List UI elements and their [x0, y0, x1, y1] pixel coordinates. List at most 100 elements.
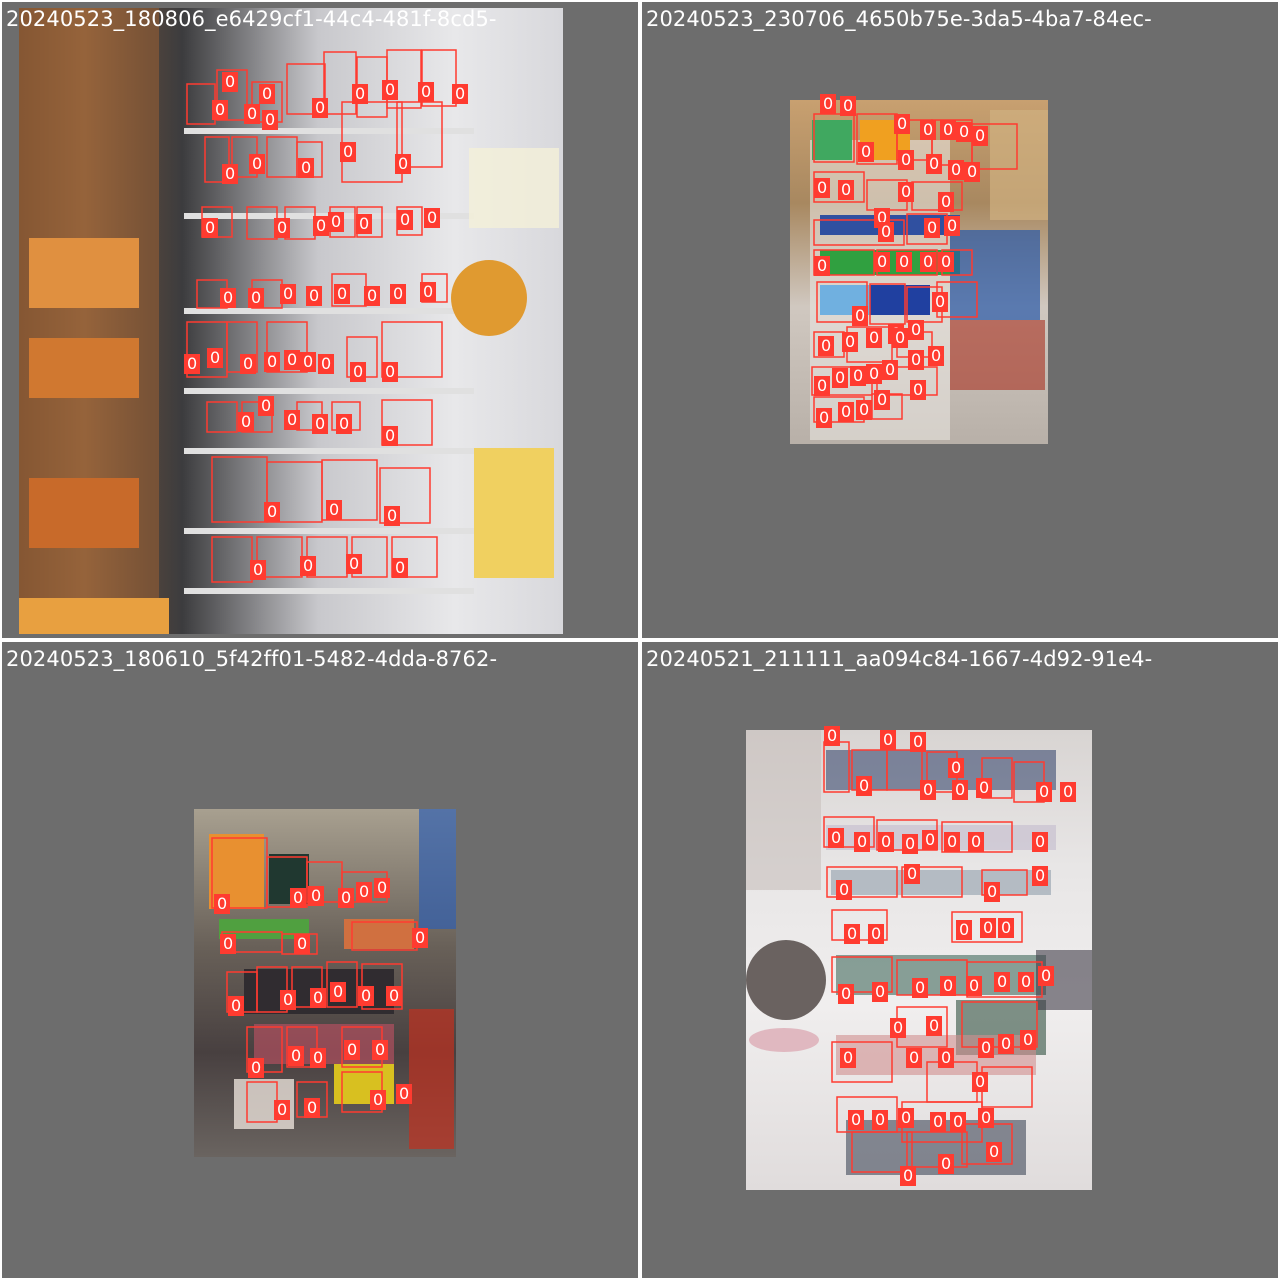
detection-label: 0 [930, 1112, 947, 1132]
detection-label: 0 [312, 414, 329, 434]
detection-label: 0 [274, 1100, 291, 1120]
detection-label: 0 [906, 1048, 923, 1068]
detection-label: 0 [392, 558, 409, 578]
detections-2 [811, 113, 1018, 423]
detection-label: 0 [222, 164, 239, 184]
detection-label: 0 [1036, 782, 1053, 802]
detection-label: 0 [228, 996, 245, 1016]
detection-label: 0 [336, 414, 353, 434]
detection-label: 0 [248, 1058, 265, 1078]
detection-label: 0 [956, 122, 973, 142]
detection-label: 0 [214, 894, 231, 914]
detection-label: 0 [978, 1108, 995, 1128]
detection-panel-4: 20240521_211111_aa094c84-1667-4d92-91e4-… [642, 642, 1278, 1278]
detection-label: 0 [938, 252, 955, 272]
detection-label: 0 [382, 426, 399, 446]
detection-label: 0 [290, 888, 307, 908]
detection-panel-1: 20240523_180806_e6429cf1-44c4-481f-8cd5-… [2, 2, 638, 638]
detection-label: 0 [874, 252, 891, 272]
detection-label: 0 [240, 354, 257, 374]
detection-label: 0 [222, 72, 239, 92]
detection-label: 0 [304, 1098, 321, 1118]
detection-label: 0 [872, 982, 889, 1002]
detection-label: 0 [384, 506, 401, 526]
detection-label: 0 [424, 208, 441, 228]
panel-title: 20240523_180610_5f42ff01-5482-4dda-8762- [6, 647, 498, 671]
detection-label: 0 [284, 410, 301, 430]
detection-label: 0 [420, 282, 437, 302]
detection-label: 0 [938, 1154, 955, 1174]
detection-label: 0 [898, 1108, 915, 1128]
detection-label: 0 [1038, 966, 1055, 986]
detection-label: 0 [184, 354, 201, 374]
detection-label: 0 [920, 252, 937, 272]
detection-label: 0 [244, 104, 261, 124]
detection-label: 0 [838, 402, 855, 422]
detection-label: 0 [818, 336, 835, 356]
detection-label: 0 [948, 758, 965, 778]
detection-label: 0 [259, 84, 276, 104]
detection-label: 0 [814, 376, 831, 396]
detection-label: 0 [896, 252, 913, 272]
detection-label: 0 [984, 882, 1001, 902]
detection-label: 0 [288, 1046, 305, 1066]
detection-label: 0 [920, 120, 937, 140]
detection-label: 0 [350, 362, 367, 382]
detection-label: 0 [868, 924, 885, 944]
detection-label: 0 [972, 126, 989, 146]
detection-label: 0 [250, 560, 267, 580]
detection-label: 0 [1060, 782, 1077, 802]
detection-label: 0 [994, 972, 1011, 992]
detection-label: 0 [1032, 832, 1049, 852]
detection-label: 0 [838, 984, 855, 1004]
detection-label: 0 [308, 886, 325, 906]
detection-label: 0 [1018, 972, 1035, 992]
detection-label: 0 [976, 778, 993, 798]
detection-label: 0 [832, 368, 849, 388]
detection-label: 0 [890, 1018, 907, 1038]
detection-label: 0 [372, 1040, 389, 1060]
detection-label: 0 [878, 222, 895, 242]
detection-label: 0 [1020, 1030, 1037, 1050]
detection-label: 0 [972, 1072, 989, 1092]
detection-label: 0 [249, 154, 266, 174]
detection-label: 0 [866, 328, 883, 348]
detection-label: 0 [334, 284, 351, 304]
detection-label: 0 [964, 162, 981, 182]
detection-label: 0 [968, 832, 985, 852]
detection-label: 0 [908, 350, 925, 370]
detection-label: 0 [840, 1048, 857, 1068]
detection-label: 0 [922, 830, 939, 850]
detection-label: 0 [926, 1016, 943, 1036]
detection-label: 0 [950, 1112, 967, 1132]
detection-label: 0 [344, 1040, 361, 1060]
detection-label: 0 [264, 352, 281, 372]
detection-label: 0 [412, 928, 429, 948]
detection-label: 0 [904, 864, 921, 884]
detection-label: 0 [1032, 866, 1049, 886]
detection-label: 0 [220, 934, 237, 954]
detection-label: 0 [892, 328, 909, 348]
detection-label: 0 [858, 142, 875, 162]
detection-label: 0 [264, 502, 281, 522]
detection-label: 0 [338, 888, 355, 908]
detection-label: 0 [328, 212, 345, 232]
panel-title: 20240523_230706_4650b75e-3da5-4ba7-84ec- [646, 7, 1152, 31]
detection-label: 0 [856, 776, 873, 796]
detection-label: 0 [840, 96, 857, 116]
detection-label: 0 [998, 918, 1015, 938]
shelf-photo-1 [19, 8, 563, 634]
detection-label: 0 [356, 214, 373, 234]
detection-label: 0 [395, 154, 412, 174]
detection-label: 0 [346, 554, 363, 574]
detection-label: 0 [900, 1166, 917, 1186]
detection-label: 0 [882, 360, 899, 380]
detection-label: 0 [978, 1038, 995, 1058]
detection-label: 0 [986, 1142, 1003, 1162]
detection-label: 0 [330, 982, 347, 1002]
detection-label: 0 [207, 348, 224, 368]
detection-label: 0 [924, 218, 941, 238]
detection-label: 0 [238, 412, 255, 432]
detection-label: 0 [310, 988, 327, 1008]
detection-label: 0 [318, 354, 335, 374]
